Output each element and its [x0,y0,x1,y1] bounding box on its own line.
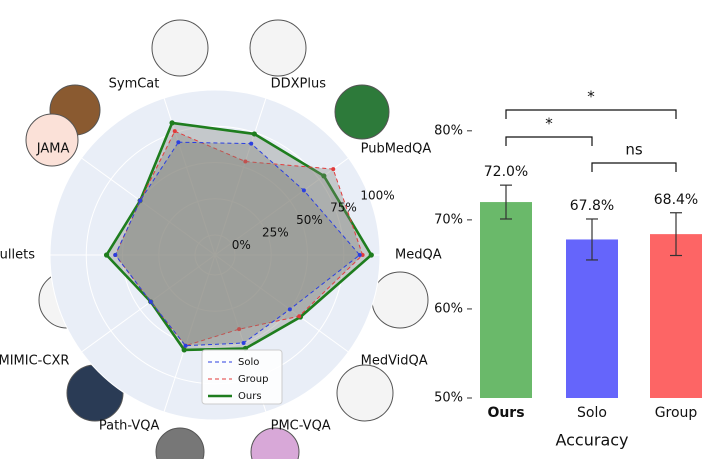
bar [566,239,618,398]
legend-box [201,349,283,405]
radar-point [368,252,374,258]
radial-tick-label: 75% [330,201,357,215]
radar-point [169,120,175,126]
axis-label: MIMIC-CXR [0,353,69,368]
grid-spoke [214,254,349,353]
radar-point [237,327,242,332]
radar-point [113,253,118,257]
axis-label: MedQA [395,248,442,263]
radial-tick-label: 25% [262,226,289,240]
icon [336,364,394,422]
grid-spoke [81,157,216,256]
radar-point [321,173,327,179]
legend-label: Ours [238,391,262,402]
icon [25,113,79,167]
value-label: 68.4% [654,192,698,208]
legend-label: Solo [238,357,259,368]
grid-spoke [163,254,216,413]
grid-spoke [214,157,349,256]
radar-point [331,167,336,172]
bar [480,202,532,398]
legend-label: Group [238,374,268,385]
value-label: 67.8% [570,198,614,214]
x-tick-label: Group [655,405,698,421]
y-tick-label: 50% [434,391,463,406]
radar-point [183,343,188,348]
icon [250,427,300,459]
axis-label: JAMA [36,142,70,157]
y-tick-label: 70% [434,212,463,227]
x-tick-label: Solo [577,405,607,421]
radar-point [249,141,254,146]
radial-tick-label: 50% [296,213,323,227]
icon [334,84,390,140]
significance-bracket [591,162,677,172]
radar-point [360,253,365,257]
icon [151,19,209,77]
axis-label: PubMedQA [361,142,432,157]
radar-point [297,314,302,319]
axis-label: SymCat [109,76,160,91]
radar-point [241,340,246,345]
axis-label: PMC-VQA [271,419,331,434]
x-tick-label: Ours [487,405,524,421]
icon [371,271,429,329]
value-label: 72.0% [484,164,528,180]
icon [249,19,307,77]
x-axis-label: Accuracy [555,431,628,450]
significance-label: * [587,88,595,106]
radial-tick-label: 100% [360,188,394,202]
significance-bracket [505,109,677,119]
radar-point [301,188,306,193]
radial-tick-label: 0% [232,238,251,252]
axis-label: MedBullets [0,248,35,263]
radar-point [176,140,181,145]
significance-label: ns [625,141,643,159]
radar-point [357,253,362,257]
radar-point [172,129,177,134]
radar-point [148,299,153,304]
icon [155,427,205,459]
axis-label: DDXPlus [271,76,327,91]
radar-point [251,131,257,137]
grid-spoke [81,254,216,353]
radar-point [181,347,187,353]
radar-point [103,252,110,258]
grid-spoke [214,97,267,256]
axis-label: Path-VQA [99,419,160,434]
radar-point [287,307,292,312]
bar [650,234,702,398]
radar-point [138,198,143,203]
significance-label: * [545,115,553,133]
axis-label: MedVidQA [361,353,428,368]
significance-bracket [505,136,593,146]
y-tick-label: 80% [434,123,463,138]
radar-point [243,159,248,164]
y-tick-label: 60% [434,301,463,316]
